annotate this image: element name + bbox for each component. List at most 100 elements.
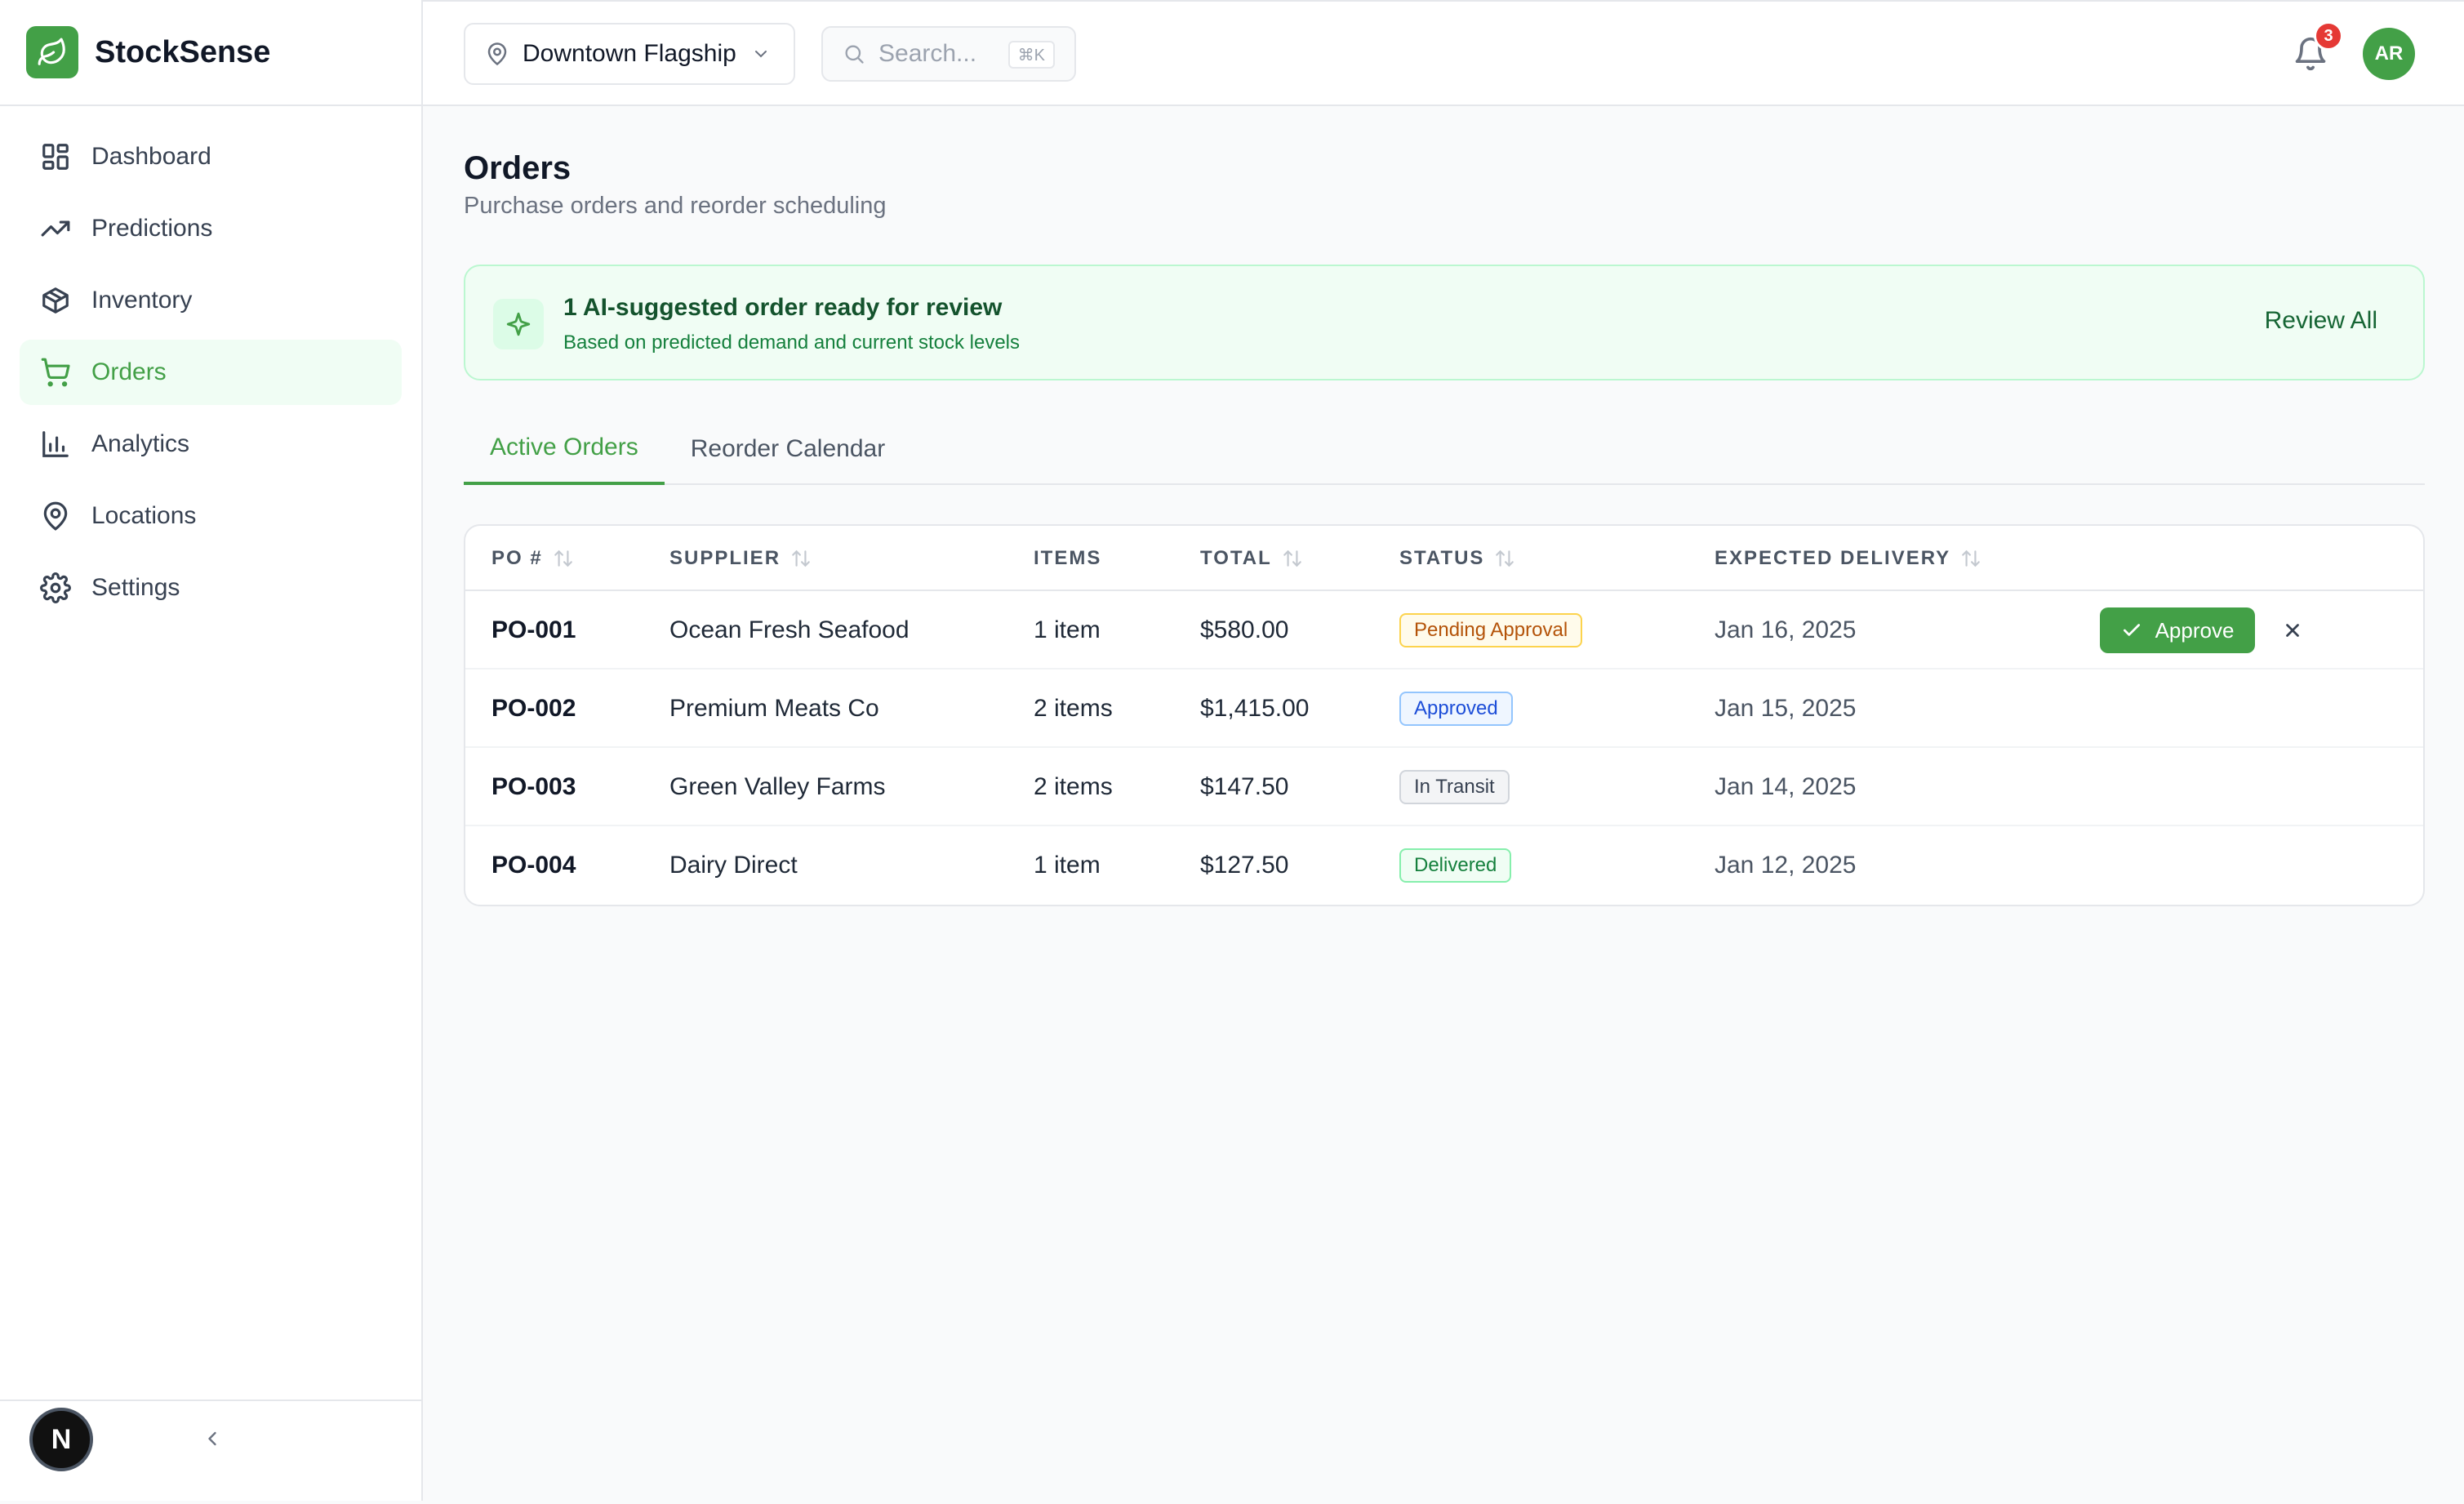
sidebar-item-label: Dashboard [91,143,211,170]
sidebar-item-inventory[interactable]: Inventory [20,268,402,333]
brand[interactable]: StockSense [0,0,421,106]
gear-icon [39,572,72,604]
review-all-button[interactable]: Review All [2264,307,2377,334]
sidebar-item-locations[interactable]: Locations [20,483,402,549]
sidebar-item-label: Inventory [91,287,193,314]
table-header: PO # SUPPLIER ITEMS TOTAL STATUS [465,526,2423,591]
dashboard-icon [39,140,72,173]
sidebar-item-predictions[interactable]: Predictions [20,196,402,261]
column-header-label: SUPPLIER [669,547,781,569]
column-header-label: TOTAL [1200,547,1272,569]
sidebar-item-analytics[interactable]: Analytics [20,412,402,477]
brand-name: StockSense [95,34,271,69]
map-pin-icon [487,42,507,66]
item-count: 2 items [1034,773,1113,800]
user-avatar[interactable]: AR [2363,28,2415,80]
chevron-left-icon [208,1431,216,1446]
table-row[interactable]: PO-003 Green Valley Farms 2 items $147.5… [465,748,2423,826]
order-total: $1,415.00 [1200,695,1310,722]
table-row[interactable]: PO-002 Premium Meats Co 2 items $1,415.0… [465,670,2423,748]
dismiss-button[interactable] [2276,614,2309,647]
status-badge: Pending Approval [1399,613,1583,647]
sidebar-footer: N [0,1399,421,1501]
column-header-supplier[interactable]: SUPPLIER [669,526,812,591]
sidebar-item-label: Analytics [91,430,190,457]
bar-chart-icon [39,428,72,461]
status-cell: In Transit [1399,748,1510,826]
table-row[interactable]: PO-004 Dairy Direct 1 item $127.50 Deliv… [465,826,2423,905]
column-header-total[interactable]: TOTAL [1200,526,1303,591]
item-count: 2 items [1034,695,1113,722]
order-tabs: Active Orders Reorder Calendar [464,420,2425,485]
page-title: Orders [464,150,572,186]
check-icon [2123,624,2140,636]
tab-reorder-calendar[interactable]: Reorder Calendar [690,435,886,462]
item-count: 1 item [1034,616,1101,643]
dismiss-cell [2276,591,2309,670]
notifications-button[interactable] [2293,36,2328,72]
sidebar-item-label: Locations [91,502,197,529]
column-header-label: PO # [491,547,543,569]
delivery-date: Jan 15, 2025 [1715,695,1857,722]
sidebar-item-settings[interactable]: Settings [20,555,402,621]
status-cell: Pending Approval [1399,591,1583,670]
sidebar-item-dashboard[interactable]: Dashboard [20,124,402,189]
sort-icon [553,548,574,569]
order-total: $580.00 [1200,616,1289,643]
status-badge: Delivered [1399,848,1512,883]
delivery-date: Jan 12, 2025 [1715,852,1857,879]
collapse-sidebar-button[interactable] [198,1424,227,1453]
sidebar-nav: Dashboard Predictions Inventory Orders [0,106,421,621]
sidebar-item-label: Predictions [91,215,213,242]
ai-banner-title: 1 AI-suggested order ready for review [563,294,1003,321]
n-avatar[interactable]: N [29,1408,93,1471]
supplier-name: Ocean Fresh Seafood [669,616,910,643]
column-header-status[interactable]: STATUS [1399,526,1515,591]
main-content: Orders Purchase orders and reorder sched… [464,106,2425,906]
orders-table: PO # SUPPLIER ITEMS TOTAL STATUS [464,524,2425,906]
status-cell: Delivered [1399,826,1512,905]
search-shortcut: ⌘K [1007,41,1055,69]
po-number: PO-002 [491,695,576,722]
order-total: $147.50 [1200,773,1289,800]
notification-badge: 3 [2314,21,2343,51]
item-count: 1 item [1034,852,1101,879]
delivery-date: Jan 16, 2025 [1715,616,1857,643]
approve-button[interactable]: Approve [2100,607,2255,653]
delivery-date: Jan 14, 2025 [1715,773,1857,800]
column-header-label: STATUS [1399,547,1485,569]
leaf-logo-icon [26,26,78,78]
search-placeholder: Search... [878,40,977,67]
status-badge: Approved [1399,692,1513,726]
location-select[interactable]: Downtown Flagship [464,23,795,85]
column-header-items: ITEMS [1034,526,1101,591]
order-total: $127.50 [1200,852,1289,879]
table-row[interactable]: PO-001 Ocean Fresh Seafood 1 item $580.0… [465,591,2423,670]
sidebar-item-label: Settings [91,574,180,601]
column-header-po[interactable]: PO # [491,526,574,591]
cart-icon [39,356,72,389]
topbar: Downtown Flagship Search... ⌘K 3 AR [423,0,2464,106]
po-number: PO-003 [491,773,576,800]
search-icon [845,45,864,64]
supplier-name: Green Valley Farms [669,773,886,800]
po-number: PO-001 [491,616,576,643]
sidebar-item-label: Orders [91,358,167,385]
column-header-delivery[interactable]: EXPECTED DELIVERY [1715,526,1981,591]
search-input[interactable]: Search... ⌘K [821,26,1076,82]
column-header-label: ITEMS [1034,547,1102,569]
sort-icon [1960,548,1981,569]
tab-active-orders[interactable]: Active Orders [464,420,665,485]
po-number: PO-004 [491,852,576,879]
sort-icon [1282,548,1303,569]
close-icon [2286,624,2299,637]
location-label: Downtown Flagship [523,40,736,67]
sort-icon [790,548,812,569]
status-cell: Approved [1399,670,1513,748]
ai-suggestion-banner: 1 AI-suggested order ready for review Ba… [464,265,2425,380]
page-subtitle: Purchase orders and reorder scheduling [464,193,887,219]
bell-icon [2295,37,2326,71]
ai-banner-subtitle: Based on predicted demand and current st… [563,332,1020,354]
sidebar-item-orders[interactable]: Orders [20,340,402,405]
